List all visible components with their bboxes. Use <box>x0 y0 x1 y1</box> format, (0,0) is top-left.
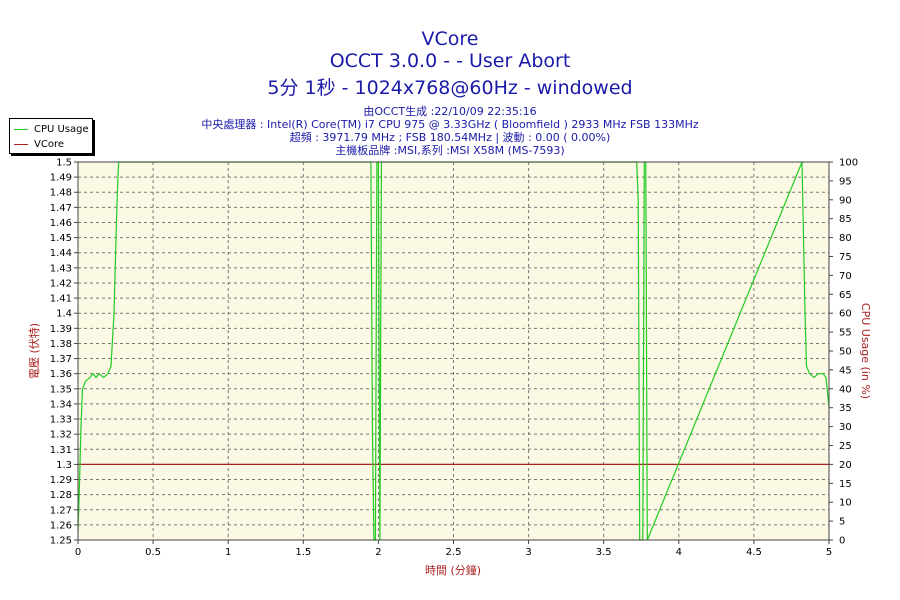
y-right-tick-label: 45 <box>839 365 852 376</box>
y-right-tick-label: 70 <box>839 271 852 282</box>
x-tick-label: 1.5 <box>295 547 311 558</box>
y-left-tick-label: 1.45 <box>50 233 72 244</box>
y-left-tick-label: 1.5 <box>56 158 72 169</box>
y-left-tick-label: 1.27 <box>50 505 72 516</box>
x-tick-label: 1 <box>225 547 231 558</box>
y-left-tick-label: 1.37 <box>50 354 72 365</box>
y-left-tick-label: 1.26 <box>50 520 72 531</box>
y-right-tick-label: 35 <box>839 403 852 414</box>
grid-lines <box>78 162 829 540</box>
y-left-tick-label: 1.31 <box>50 445 72 456</box>
legend-swatch-cpu-usage <box>14 128 28 130</box>
legend-label-vcore: VCore <box>34 138 64 150</box>
y-right-tick-label: 65 <box>839 290 852 301</box>
y-axis-right-label: CPU Usage (in %) <box>859 303 872 399</box>
y-left-tick-label: 1.34 <box>50 399 72 410</box>
y-right-tick-label: 25 <box>839 441 852 452</box>
y-right-tick-label: 50 <box>839 347 852 358</box>
x-tick-label: 3 <box>525 547 531 558</box>
y-right-tick-label: 30 <box>839 422 852 433</box>
y-right-tick-label: 60 <box>839 309 852 320</box>
y-left-tick-label: 1.48 <box>50 188 72 199</box>
y-left-tick-label: 1.29 <box>50 475 72 486</box>
y-right-tick-label: 40 <box>839 384 852 395</box>
x-tick-label: 5 <box>826 547 832 558</box>
legend-label-cpu-usage: CPU Usage <box>34 123 89 135</box>
y-right-tick-label: 90 <box>839 195 852 206</box>
x-tick-label: 2 <box>375 547 381 558</box>
legend: CPU Usage VCore <box>9 118 93 154</box>
y-right-tick-label: 75 <box>839 252 852 263</box>
x-tick-label: 4.5 <box>746 547 762 558</box>
y-left-tick-label: 1.33 <box>50 415 72 426</box>
x-tick-label: 0.5 <box>145 547 161 558</box>
chart-subtitle-2: 5分 1秒 - 1024x768@60Hz - windowed <box>267 77 633 99</box>
y-right-tick-label: 55 <box>839 328 852 339</box>
x-axis-label: 時間 (分鐘) <box>425 563 481 577</box>
legend-item-vcore: VCore <box>14 137 64 151</box>
y-left-tick-label: 1.44 <box>50 248 72 259</box>
y-left-tick-label: 1.46 <box>50 218 72 229</box>
y-left-tick-label: 1.25 <box>50 536 72 547</box>
info-line-motherboard: 主機板品牌 :MSI,系列 :MSI X58M (MS-7593) <box>335 144 565 157</box>
legend-swatch-vcore <box>14 143 28 145</box>
y-right-tick-label: 15 <box>839 479 852 490</box>
y-left-tick-label: 1.41 <box>50 294 72 305</box>
y-right-tick-label: 20 <box>839 460 852 471</box>
y-left-tick-label: 1.39 <box>50 324 72 335</box>
y-left-tick-label: 1.28 <box>50 490 72 501</box>
y-left-tick-label: 1.42 <box>50 278 72 289</box>
y-left-tick-label: 1.49 <box>50 173 72 184</box>
info-line-date: 由OCCT生成 :22/10/09 22:35:16 <box>363 105 537 118</box>
x-tick-label: 4 <box>676 547 682 558</box>
y-left-tick-label: 1.4 <box>56 309 72 320</box>
info-line-overclock: 超頻 : 3971.79 MHz ; FSB 180.54MHz | 波動 : … <box>289 131 611 144</box>
y-right-tick-label: 100 <box>839 158 858 169</box>
y-left-tick-label: 1.3 <box>56 460 72 471</box>
y-right-tick-label: 5 <box>839 517 845 528</box>
x-tick-label: 3.5 <box>596 547 612 558</box>
y-right-tick-label: 85 <box>839 214 852 225</box>
y-left-tick-label: 1.47 <box>50 203 72 214</box>
y-left-tick-label: 1.38 <box>50 339 72 350</box>
x-tick-label: 2.5 <box>446 547 462 558</box>
y-right-tick-label: 10 <box>839 498 852 509</box>
x-tick-label: 0 <box>75 547 81 558</box>
y-right-tick-label: 95 <box>839 176 852 187</box>
y-axis-left-label: 電壓 (伏特) <box>27 323 41 379</box>
y-left-tick-label: 1.43 <box>50 263 72 274</box>
y-left-tick-label: 1.36 <box>50 369 72 380</box>
y-left-tick-label: 1.35 <box>50 384 72 395</box>
chart-subtitle-1: OCCT 3.0.0 - - User Abort <box>329 50 571 72</box>
chart-title: VCore <box>421 28 479 50</box>
tick-layer: 0 0.5 1 1.5 2 2.5 3 3.5 4 4.5 5 1.25 1.26 1.27 1.28 1.2… <box>50 158 858 559</box>
y-right-tick-label: 0 <box>839 536 845 547</box>
legend-item-cpu-usage: CPU Usage <box>14 122 89 136</box>
y-right-tick-label: 80 <box>839 233 852 244</box>
info-line-cpu: 中央處理器 : Intel(R) Core(TM) i7 CPU 975 @ 3… <box>201 118 699 131</box>
y-left-tick-label: 1.32 <box>50 430 72 441</box>
